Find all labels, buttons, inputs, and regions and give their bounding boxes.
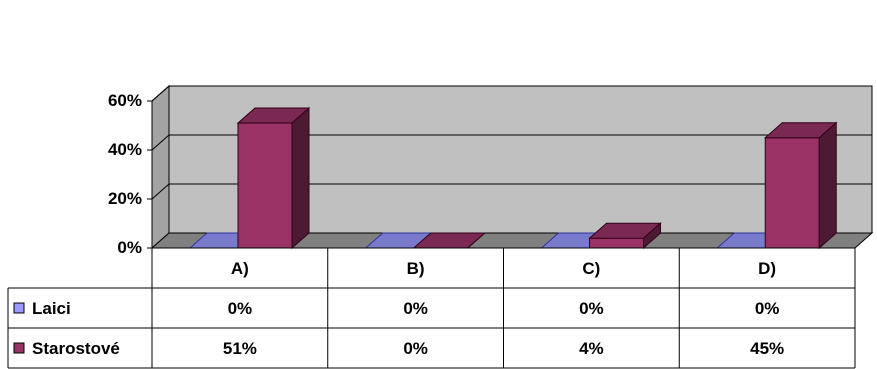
legend-label: Laici bbox=[32, 299, 71, 318]
x-category-label: B) bbox=[407, 259, 425, 278]
legend-key bbox=[13, 342, 25, 354]
side-wall bbox=[151, 84, 170, 250]
x-category-label: D) bbox=[758, 259, 776, 278]
bar-side bbox=[643, 222, 661, 250]
y-tick-label: 20% bbox=[108, 189, 142, 208]
legend-label: Starostové bbox=[32, 339, 120, 358]
bar-side bbox=[467, 232, 486, 249]
y-tick-label: 60% bbox=[108, 91, 142, 110]
gridline bbox=[151, 134, 872, 151]
bar-side bbox=[291, 106, 310, 250]
data-label: 0% bbox=[579, 299, 604, 318]
bar-front bbox=[589, 237, 644, 249]
bar-front bbox=[237, 122, 293, 249]
data-label: 51% bbox=[223, 339, 257, 358]
data-label: 0% bbox=[228, 299, 253, 318]
legend-key bbox=[13, 302, 25, 314]
gridline bbox=[151, 85, 872, 102]
data-label: 45% bbox=[750, 339, 784, 358]
y-tick-label: 0% bbox=[117, 238, 142, 257]
data-label: 0% bbox=[403, 339, 428, 358]
data-label: 4% bbox=[579, 339, 604, 358]
data-label: 0% bbox=[403, 299, 428, 318]
y-tick-label: 40% bbox=[108, 140, 142, 159]
x-category-label: C) bbox=[582, 259, 600, 278]
bar-side bbox=[818, 121, 837, 250]
data-label: 0% bbox=[755, 299, 780, 318]
gridline bbox=[151, 183, 872, 200]
bar-front bbox=[764, 137, 820, 249]
x-category-label: A) bbox=[231, 259, 249, 278]
